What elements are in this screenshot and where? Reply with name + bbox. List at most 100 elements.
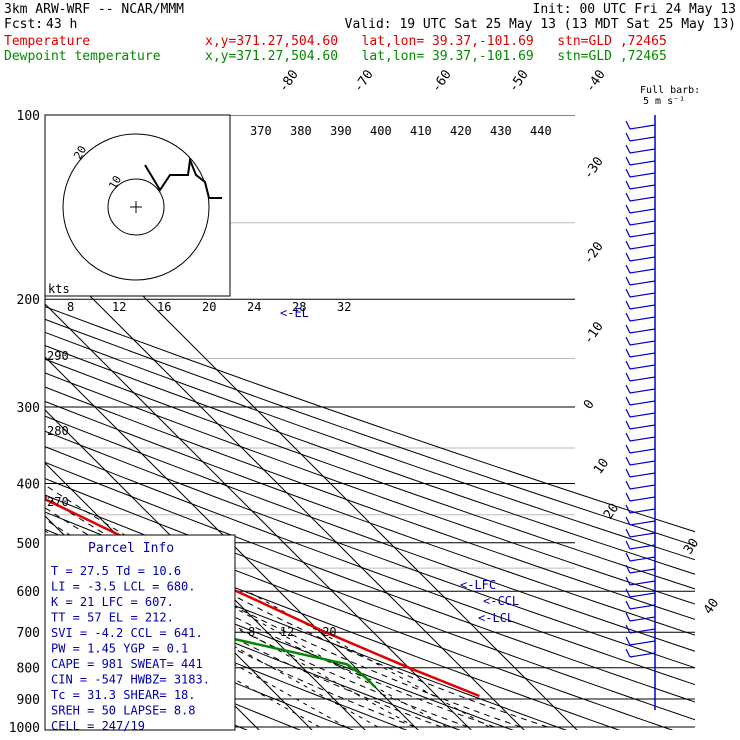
wind-barb xyxy=(625,420,656,430)
pressure-label-200: 200 xyxy=(17,293,40,308)
theta-label-370: 370 xyxy=(250,124,272,138)
hodo-ring-inner xyxy=(107,178,165,236)
wind-barb xyxy=(625,492,656,502)
hodo-speed-label-8: 8 xyxy=(67,300,74,314)
wind-barb xyxy=(625,264,656,274)
wind-barb xyxy=(625,144,656,154)
init-time: Init: 00 UTC Fri 24 May 13 xyxy=(532,2,737,17)
parcel-info-row: TT = 57 EL = 212. xyxy=(51,611,174,625)
wind-barb xyxy=(625,480,656,490)
wind-barb xyxy=(625,300,656,310)
dry-adiabat-460 xyxy=(45,306,695,533)
dry-adiabat-330 xyxy=(45,494,674,730)
dewpoint-location: x,y=371.27,504.60 lat,lon= 39.37,-101.69… xyxy=(205,49,667,64)
parcel-info-box xyxy=(44,534,236,731)
dry-adiabat-360 xyxy=(45,446,695,686)
dry-adiabat-430 xyxy=(45,345,695,575)
pressure-label-500: 500 xyxy=(17,537,40,552)
dry-adiabat-390 xyxy=(45,400,695,636)
isotherm-label-20: 20 xyxy=(601,501,622,522)
parcel-info-row: K = 21 LFC = 607. xyxy=(51,595,174,609)
forecast-hours: 43 h xyxy=(46,17,78,32)
wind-barb xyxy=(625,444,656,454)
hodo-speed-label-28: 28 xyxy=(292,300,306,314)
theta-label-400: 400 xyxy=(370,124,392,138)
dry-adiabat-400 xyxy=(45,386,695,620)
wind-barb xyxy=(625,312,656,322)
dry-adiabat-370 xyxy=(45,430,695,669)
dry-adiabat-270 xyxy=(45,603,355,730)
pressure-label-100: 100 xyxy=(17,109,40,124)
wind-barb xyxy=(625,276,656,286)
dry-adiabat-340 xyxy=(45,477,695,721)
theta-label-380: 380 xyxy=(290,124,312,138)
temperature-trace xyxy=(45,497,480,698)
wind-barb xyxy=(625,168,656,178)
wind-barb xyxy=(625,156,656,166)
wind-barb xyxy=(625,288,656,298)
mixing-ratio-5 xyxy=(135,590,379,728)
mixing-ratio-20 xyxy=(247,590,490,728)
mixing-ratio-label-20: 20 xyxy=(322,625,336,639)
isotherm-label-10: 10 xyxy=(591,456,612,477)
wind-barb xyxy=(625,504,656,514)
wind-barb xyxy=(625,324,656,334)
isotherm-label--60: -60 xyxy=(429,67,455,95)
wind-barb xyxy=(625,588,656,598)
theta-label-390: 390 xyxy=(330,124,352,138)
temperature-legend: Temperature xyxy=(4,34,91,49)
parcel-info-row: T = 27.5 Td = 10.6 xyxy=(51,564,181,578)
wind-barb xyxy=(625,372,656,382)
mixing-ratio-label-8: 8 xyxy=(248,625,255,639)
barb-key-title: Full barb: xyxy=(640,85,700,96)
pressure-label-600: 600 xyxy=(17,585,40,600)
wind-barb xyxy=(625,348,656,358)
isotherm-30 xyxy=(45,250,525,730)
wind-barb xyxy=(625,648,656,658)
model-name: 3km ARW-WRF -- NCAR/MMM xyxy=(4,2,185,17)
isotherm-label-0: 0 xyxy=(581,397,598,412)
annotation-ccl: <-CCL xyxy=(483,594,519,608)
isotherm-label--50: -50 xyxy=(506,67,532,95)
moist-adiabat-35 xyxy=(45,484,548,728)
wind-barb xyxy=(625,552,656,562)
dewpoint-legend: Dewpoint temperature xyxy=(4,49,161,64)
hodo-speed-label-24: 24 xyxy=(247,300,261,314)
wind-barb xyxy=(625,432,656,442)
valid-time: Valid: 19 UTC Sat 25 May 13 (13 MDT Sat … xyxy=(344,17,736,32)
parcel-info-row: CIN = -547 HWBZ= 3183. xyxy=(51,673,210,687)
parcel-info-row: PW = 1.45 YGP = 0.1 xyxy=(51,642,188,656)
hodo-speed-label-20: 20 xyxy=(202,300,216,314)
barb-key-units: 5 m s⁻¹ xyxy=(643,96,685,107)
wind-barb xyxy=(625,132,656,142)
isotherm-label-40: 40 xyxy=(701,596,722,617)
pressure-label-400: 400 xyxy=(17,477,40,492)
pressure-label-900: 900 xyxy=(17,693,40,708)
hodo-kts-label: kts xyxy=(48,282,70,296)
wind-barb xyxy=(625,396,656,406)
wind-barb xyxy=(625,252,656,262)
dry-adiabat-420 xyxy=(45,358,695,590)
wind-barb xyxy=(625,540,656,550)
wind-barb xyxy=(625,204,656,214)
isotherm-label--30: -30 xyxy=(581,154,607,182)
annotation-lfc: <-LFC xyxy=(460,578,496,592)
hodo-speed-label-12: 12 xyxy=(112,300,126,314)
wind-barb xyxy=(625,636,656,646)
temperature-location: x,y=371.27,504.60 lat,lon= 39.37,-101.69… xyxy=(205,34,667,49)
moist-adiabat-15 xyxy=(45,530,442,728)
parcel-info-row: SREH = 50 LAPSE= 8.8 xyxy=(51,704,196,718)
wind-barb xyxy=(625,528,656,538)
parcel-info-row: CAPE = 981 SWEAT= 441 xyxy=(51,657,203,671)
theta-label-420: 420 xyxy=(450,124,472,138)
mixing-ratio-8 xyxy=(172,590,416,728)
parcel-info-row: Tc = 31.3 SHEAR= 18. xyxy=(51,688,196,702)
mixing-ratio-label-12: 12 xyxy=(280,625,294,639)
wind-barb xyxy=(625,216,656,226)
wind-barb xyxy=(625,624,656,634)
hodo-speed-label-32: 32 xyxy=(337,300,351,314)
theta-left-label-270: 270 xyxy=(47,495,69,509)
pressure-label-1000: 1000 xyxy=(9,721,40,736)
dry-adiabat-450 xyxy=(45,318,695,547)
